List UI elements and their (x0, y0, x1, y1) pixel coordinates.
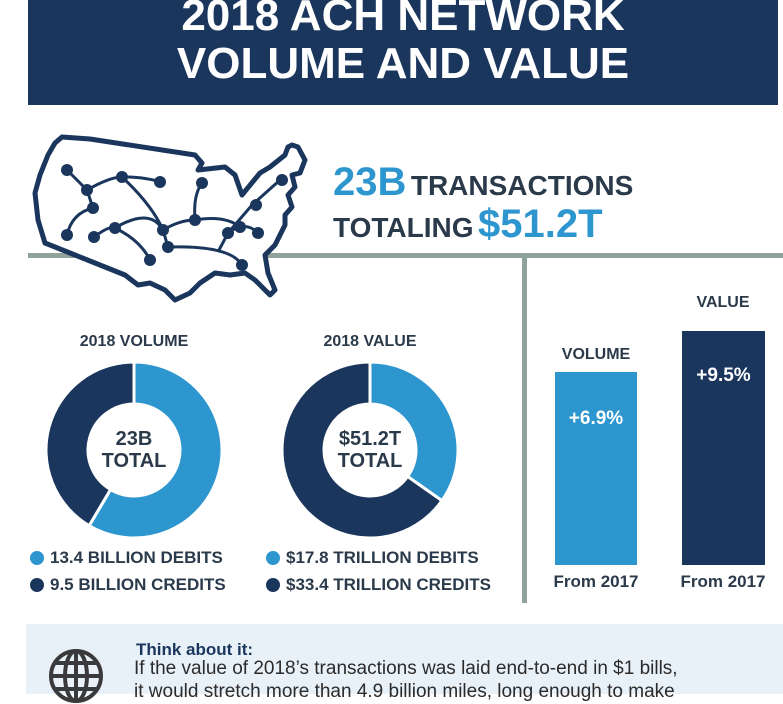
total-value: $51.2T (477, 202, 603, 246)
transactions-label: TRANSACTIONS (410, 170, 634, 201)
legend-dot (266, 551, 280, 565)
legend-text: 9.5 BILLION CREDITS (50, 575, 226, 594)
bar-value-xlabel: From 2017 (680, 572, 766, 591)
legend-volume-credits: 9.5 BILLION CREDITS (30, 575, 226, 595)
totaling-label: TOTALING (333, 212, 474, 243)
panel-title: Think about it: (136, 640, 254, 659)
volume-center-value: 23B (115, 428, 153, 450)
volume-donut-chart (44, 360, 224, 540)
donut-slice-credits (280, 360, 445, 540)
title-line-1: 2018 ACH NETWORK (181, 0, 625, 40)
volume-center-total: TOTAL (101, 450, 167, 472)
legend-volume-debits: 13.4 BILLION DEBITS (30, 548, 223, 568)
donut-slice-credits (44, 360, 136, 528)
header-banner: 2018 ACH NETWORK VOLUME AND VALUE (28, 0, 778, 105)
legend-value-debits: $17.8 TRILLION DEBITS (266, 548, 479, 568)
bar-value-category: VALUE (696, 294, 750, 311)
bar-volume-category: VOLUME (561, 346, 631, 363)
volume-donut-title: 2018 VOLUME (79, 333, 189, 350)
value-center-value: $51.2T (338, 428, 402, 450)
summary-line-2: TOTALING $51.2T (333, 202, 603, 247)
globe-icon (49, 649, 103, 703)
legend-dot (30, 578, 44, 592)
bar-volume-xlabel: From 2017 (553, 572, 639, 591)
divider-vertical (522, 253, 527, 603)
value-donut-chart (280, 360, 460, 540)
us-network-map-icon (32, 134, 308, 303)
value-donut-title: 2018 VALUE (323, 333, 417, 350)
legend-text: $17.8 TRILLION DEBITS (286, 548, 479, 567)
panel-line-2: it would stretch more than 4.9 billion m… (134, 681, 675, 702)
volume-center-label: 23B TOTAL (84, 428, 184, 472)
donut-slice-debits (368, 360, 460, 503)
legend-text: 13.4 BILLION DEBITS (50, 548, 223, 567)
bar-value: +9.5% (682, 331, 765, 565)
transaction-count: 23B (333, 160, 407, 204)
legend-text: $33.4 TRILLION CREDITS (286, 575, 491, 594)
value-center-label: $51.2T TOTAL (320, 428, 420, 472)
divider-horizontal (28, 253, 783, 258)
summary-line-1: 23B TRANSACTIONS (333, 160, 633, 205)
legend-dot (30, 551, 44, 565)
title-line-2: VOLUME AND VALUE (176, 39, 630, 88)
panel-line-1: If the value of 2018’s transactions was … (134, 658, 678, 679)
legend-dot (266, 578, 280, 592)
legend-value-credits: $33.4 TRILLION CREDITS (266, 575, 491, 595)
value-center-total: TOTAL (337, 450, 403, 472)
think-about-it-panel: Think about it: If the value of 2018’s t… (26, 624, 783, 703)
bar-volume: +6.9% (555, 372, 637, 565)
donut-slice-debits (87, 360, 224, 540)
